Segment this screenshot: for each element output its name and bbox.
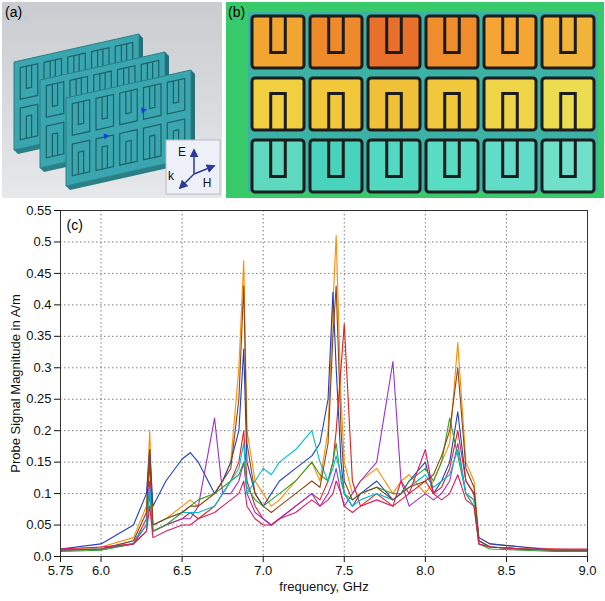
- svg-text:8.0: 8.0: [416, 563, 434, 578]
- svg-text:0.5: 0.5: [33, 234, 51, 249]
- svg-text:frequency, GHz: frequency, GHz: [279, 579, 368, 594]
- svg-text:5.75: 5.75: [48, 563, 73, 578]
- svg-text:9.0: 9.0: [578, 563, 596, 578]
- svg-text:E: E: [178, 145, 186, 159]
- svg-text:0.45: 0.45: [26, 266, 51, 281]
- svg-text:7.0: 7.0: [254, 563, 272, 578]
- svg-text:0.2: 0.2: [33, 423, 51, 438]
- svg-text:6.5: 6.5: [173, 563, 191, 578]
- svg-text:k: k: [168, 169, 175, 183]
- svg-text:8.5: 8.5: [497, 563, 515, 578]
- svg-text:6.0: 6.0: [92, 563, 110, 578]
- svg-text:7.5: 7.5: [335, 563, 353, 578]
- svg-text:0.1: 0.1: [33, 486, 51, 501]
- svg-text:0.05: 0.05: [26, 517, 51, 532]
- svg-text:0.15: 0.15: [26, 454, 51, 469]
- svg-text:Probe Signal Magnitude in A/m: Probe Signal Magnitude in A/m: [8, 294, 23, 473]
- svg-text:0.4: 0.4: [33, 297, 51, 312]
- svg-text:0.0: 0.0: [33, 549, 51, 564]
- svg-text:0.35: 0.35: [26, 328, 51, 343]
- svg-text:(c): (c): [67, 217, 83, 233]
- svg-text:0.25: 0.25: [26, 391, 51, 406]
- svg-text:0.55: 0.55: [26, 203, 51, 218]
- svg-text:(b): (b): [228, 4, 245, 20]
- svg-text:(a): (a): [5, 4, 22, 20]
- svg-text:0.3: 0.3: [33, 360, 51, 375]
- svg-text:H: H: [203, 176, 212, 190]
